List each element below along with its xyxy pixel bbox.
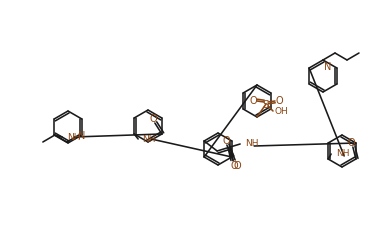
Text: NH: NH: [67, 133, 81, 142]
Text: O: O: [230, 160, 238, 170]
Text: O: O: [149, 113, 157, 123]
Text: O: O: [249, 96, 257, 106]
Text: S: S: [263, 100, 269, 109]
Text: N: N: [324, 62, 331, 72]
Text: O: O: [233, 160, 241, 170]
Text: OH: OH: [275, 107, 289, 116]
Text: O: O: [347, 137, 355, 147]
Text: N: N: [78, 131, 86, 140]
Text: O: O: [275, 96, 283, 106]
Text: NH: NH: [142, 135, 156, 144]
Text: NH: NH: [336, 149, 350, 158]
Text: NH: NH: [245, 139, 259, 148]
Text: O: O: [222, 135, 230, 145]
